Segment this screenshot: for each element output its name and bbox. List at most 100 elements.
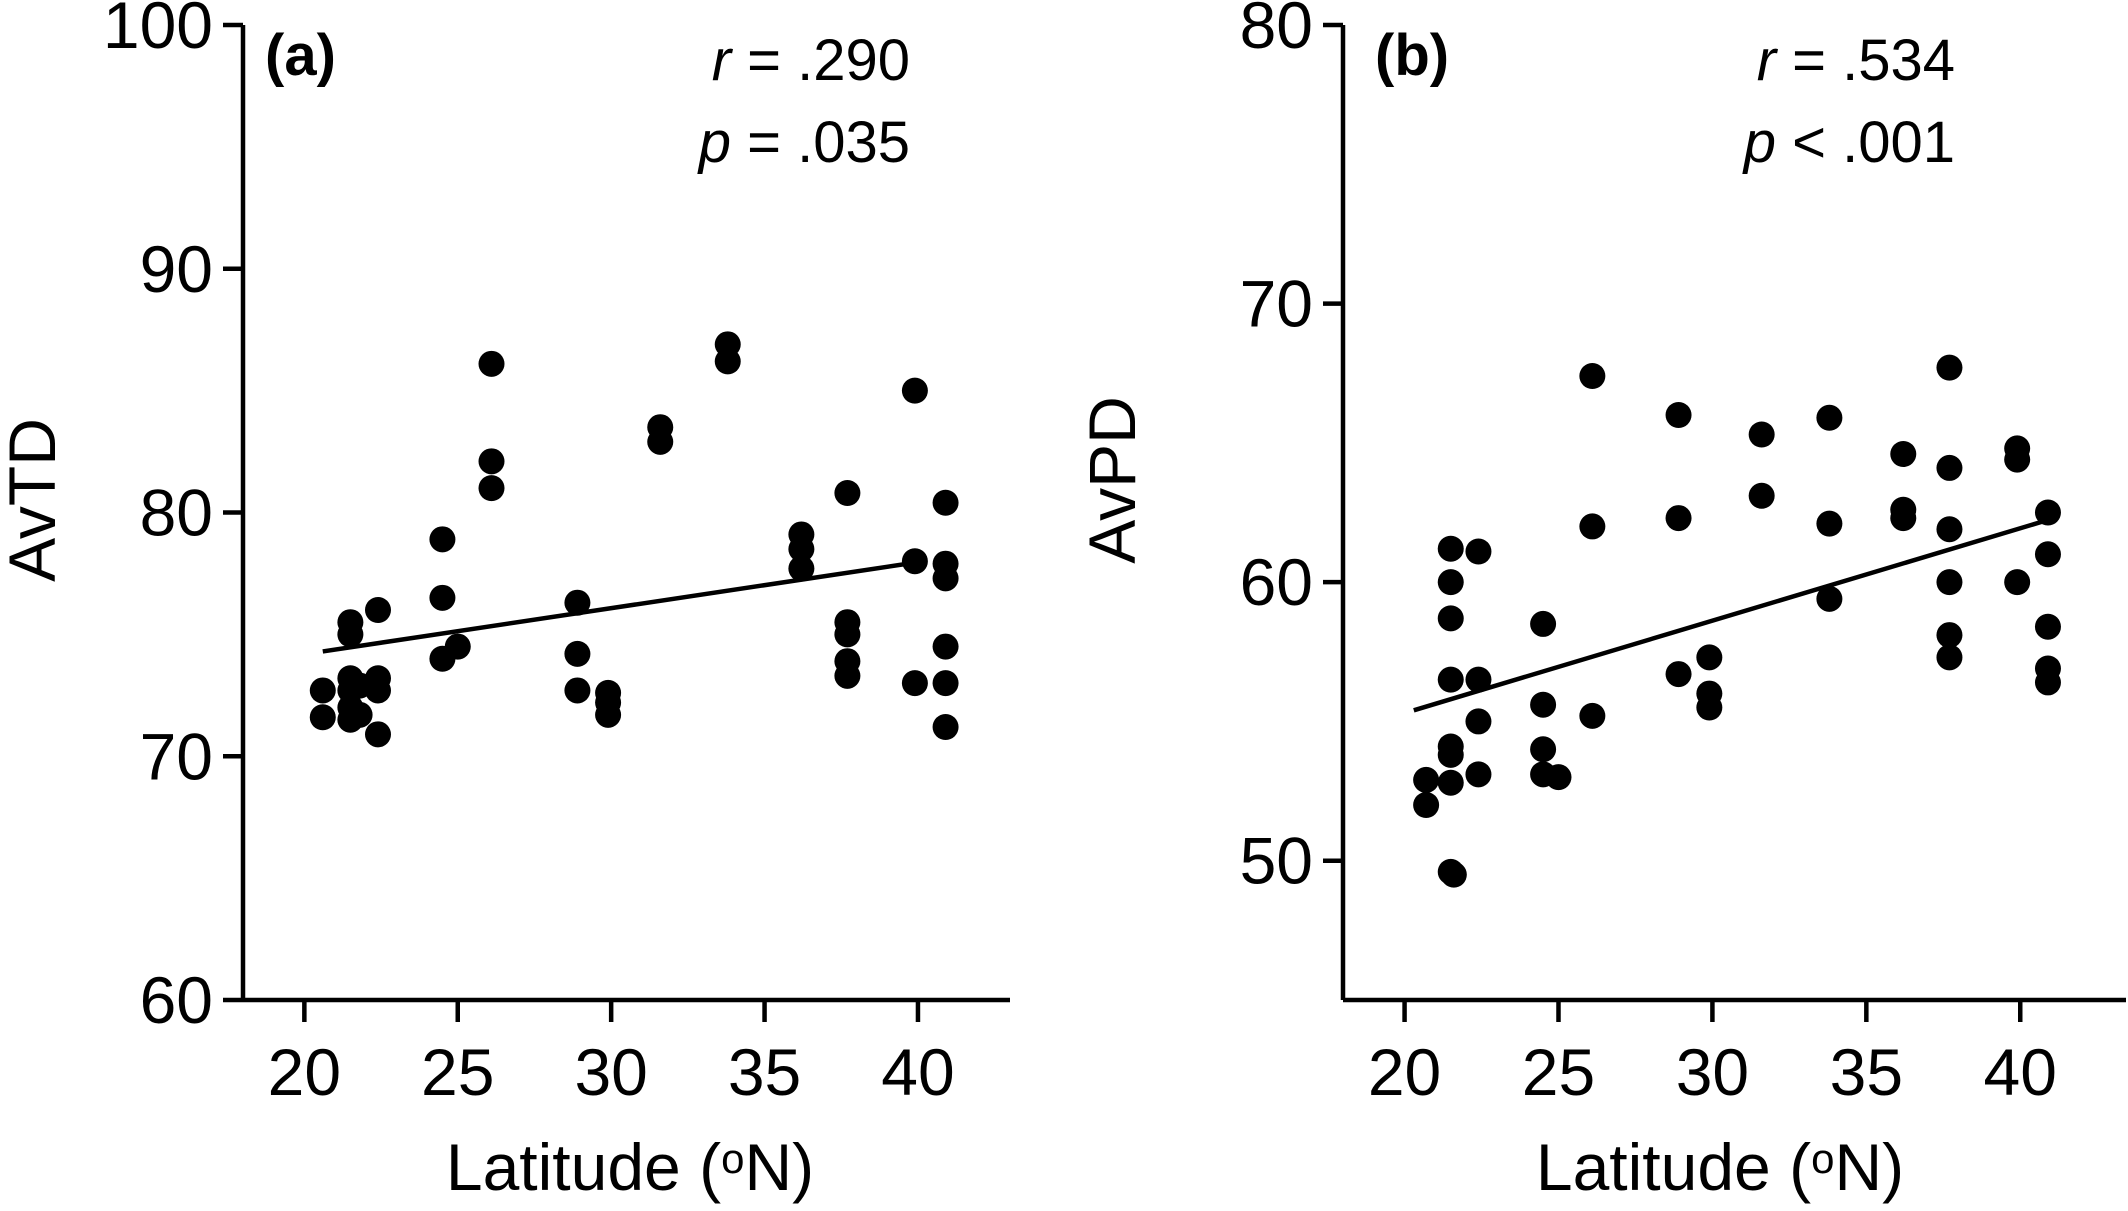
data-point [1890,505,1917,532]
y-tick-label: 70 [140,719,213,793]
data-point [901,377,928,404]
data-point [1936,516,1963,543]
data-point [2004,569,2031,596]
data-point [1936,644,1963,671]
data-point [1437,769,1464,796]
p-text: < .001 [1776,110,1955,175]
x-tick-label: 40 [1984,1035,2057,1109]
data-point [1748,421,1775,448]
data-point [1936,622,1963,649]
r-symbol: r [712,28,734,93]
data-point [1936,454,1963,481]
data-point [1816,404,1843,431]
x-tick-label: 40 [881,1035,954,1109]
data-point [901,670,928,697]
p-symbol: p [1742,110,1776,175]
p-value: p < .001 [1742,110,1955,175]
data-point [901,548,928,575]
data-point [647,428,674,455]
data-point [429,526,456,553]
data-point [1465,761,1492,788]
data-point [478,475,505,502]
y-axis-title: AvTD [0,418,69,582]
data-point [1579,513,1606,540]
r-value: = .290 [731,28,910,93]
data-point [1579,363,1606,389]
data-point [1437,666,1464,693]
data-point [1437,569,1464,596]
data-point [364,721,391,748]
data-point [309,677,336,704]
data-point [1465,538,1492,565]
data-point [788,555,815,582]
data-point [1465,708,1492,735]
regression-line [1413,518,2046,713]
data-point [1437,741,1464,768]
data-point [834,662,861,689]
data-point [364,677,391,704]
r-value: = .534 [1776,28,1955,93]
data-point [932,670,959,697]
data-point [1440,861,1467,888]
data-point [1936,569,1963,596]
data-point [595,701,622,728]
data-point [2034,499,2061,526]
data-point [1545,764,1572,791]
data-point [478,448,505,475]
data-point [1465,666,1492,693]
data-point [932,565,959,592]
x-tick-label: 30 [1676,1035,1749,1109]
y-tick-label: 70 [1240,267,1313,341]
data-point [1437,535,1464,562]
data-point [1816,510,1843,537]
p-symbol: p [697,110,731,175]
data-point [564,640,591,667]
y-tick-label: 50 [1240,824,1313,898]
data-point [834,621,861,648]
data-point [1665,661,1692,688]
p-text: = .035 [731,110,910,175]
data-point [1530,736,1557,763]
data-point [1437,605,1464,632]
x-tick-label: 20 [268,1035,341,1109]
data-point [1696,644,1723,671]
data-point [2034,669,2061,696]
data-point [1748,482,1775,509]
panel-label: (a) [265,23,336,88]
data-point [364,597,391,623]
data-point [1665,505,1692,532]
y-axis-title: AvPD [1075,396,1149,564]
data-point [932,489,959,516]
correlation-r: r = .534 [1757,28,1955,93]
y-tick-label: 60 [140,963,213,1037]
correlation-r: r = .290 [712,28,910,93]
data-point [834,480,861,506]
regression-line [322,559,925,654]
data-point [1413,766,1440,793]
p-value: p = .035 [697,110,910,175]
y-tick-label: 60 [1240,545,1313,619]
data-point [478,350,505,377]
data-point [346,701,373,728]
x-tick-label: 25 [421,1035,494,1109]
data-point [2004,446,2031,473]
data-point [1696,694,1723,721]
data-point [309,704,336,731]
data-point [444,633,471,660]
x-tick-label: 35 [1830,1035,1903,1109]
data-point [1936,354,1963,381]
y-tick-label: 90 [140,232,213,306]
data-point [1530,691,1557,718]
panel-label: (b) [1375,23,1449,88]
data-point [2034,613,2061,640]
data-point [1816,585,1843,612]
x-tick-label: 30 [574,1035,647,1109]
x-tick-label: 35 [728,1035,801,1109]
data-point [564,589,591,616]
data-point [788,536,815,563]
x-tick-label: 20 [1368,1035,1441,1109]
y-tick-label: 80 [1240,0,1313,62]
